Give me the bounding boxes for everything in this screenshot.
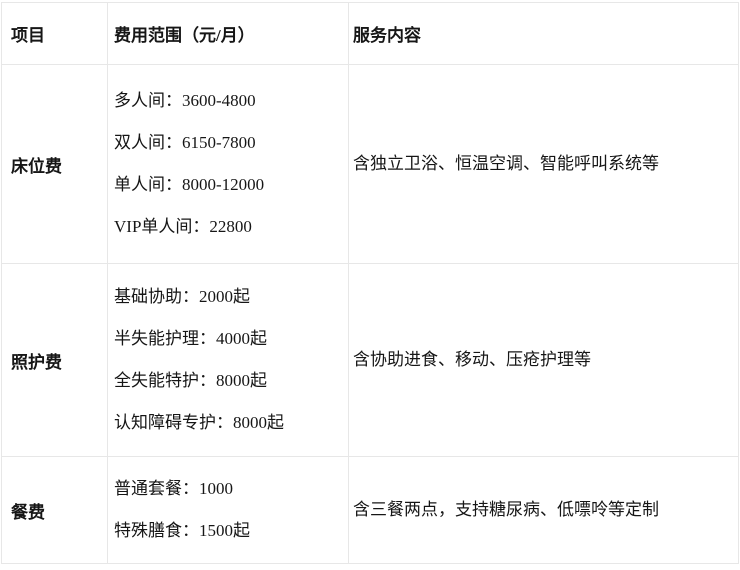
service-text-care-fee: 含协助进食、移动、压疮护理等: [353, 350, 591, 369]
service-cell-care-fee: 含协助进食、移动、压疮护理等: [348, 263, 739, 457]
table-row-bed-fee: 床位费 多人间：3600-4800 双人间：6150-7800 单人间：8000…: [1, 64, 739, 264]
column-header-item: 项目: [1, 2, 108, 65]
item-cell-bed-fee: 床位费: [1, 64, 108, 264]
table-row-care-fee: 照护费 基础协助：2000起 半失能护理：4000起 全失能特护：8000起 认…: [1, 263, 739, 457]
fee-line-single-room: 单人间：8000-12000: [114, 175, 265, 194]
fee-line-basic-assist: 基础协助：2000起: [114, 287, 250, 306]
fee-line-cognitive-care: 认知障碍专护：8000起: [114, 413, 284, 432]
service-text-meal-fee: 含三餐两点，支持糖尿病、低嘌呤等定制: [353, 500, 659, 519]
fee-line-fully-disabled-care: 全失能特护：8000起: [114, 371, 267, 390]
fee-line-semi-disabled-care: 半失能护理：4000起: [114, 329, 267, 348]
service-cell-meal-fee: 含三餐两点，支持糖尿病、低嘌呤等定制: [348, 456, 739, 564]
fee-line-standard-meal: 普通套餐：1000: [114, 479, 233, 498]
column-header-service: 服务内容: [348, 2, 739, 65]
fee-line-vip-single-room: VIP单人间：22800: [114, 217, 252, 236]
fee-line-special-diet: 特殊膳食：1500起: [114, 521, 250, 540]
fees-cell-meal-fee: 普通套餐：1000 特殊膳食：1500起: [107, 456, 349, 564]
fee-line-double-room: 双人间：6150-7800: [114, 133, 256, 152]
table-row-meal-fee: 餐费 普通套餐：1000 特殊膳食：1500起 含三餐两点，支持糖尿病、低嘌呤等…: [1, 456, 739, 564]
service-text-bed-fee: 含独立卫浴、恒温空调、智能呼叫系统等: [353, 154, 659, 173]
header-row: 项目 费用范围（元/月） 服务内容: [1, 2, 739, 65]
item-cell-care-fee: 照护费: [1, 263, 108, 457]
service-cell-bed-fee: 含独立卫浴、恒温空调、智能呼叫系统等: [348, 64, 739, 264]
fee-line-multi-room: 多人间：3600-4800: [114, 91, 256, 110]
fees-cell-care-fee: 基础协助：2000起 半失能护理：4000起 全失能特护：8000起 认知障碍专…: [107, 263, 349, 457]
column-header-fee-range: 费用范围（元/月）: [107, 2, 349, 65]
fees-cell-bed-fee: 多人间：3600-4800 双人间：6150-7800 单人间：8000-120…: [107, 64, 349, 264]
item-cell-meal-fee: 餐费: [1, 456, 108, 564]
